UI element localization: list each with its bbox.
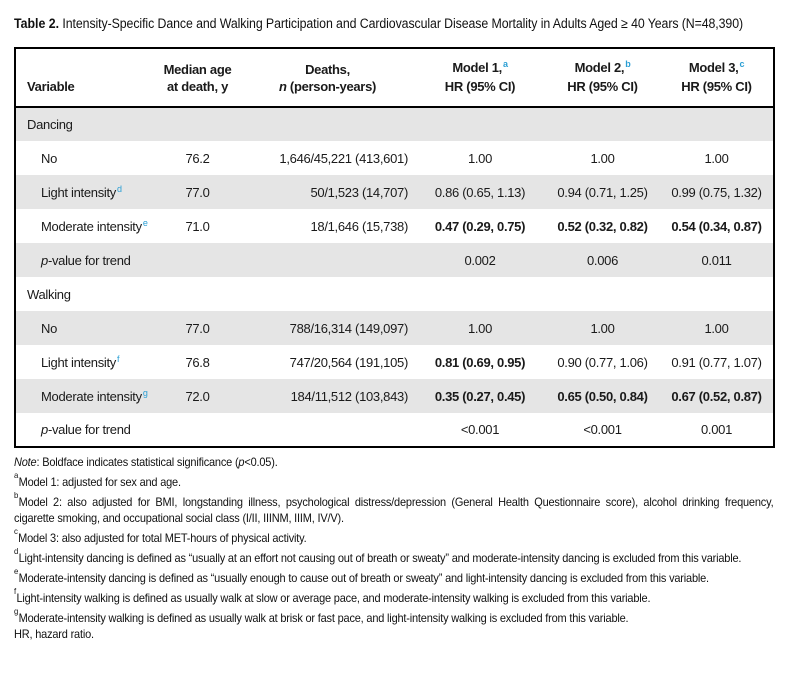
cell-model3-hr: 0.67 (0.52, 0.87): [660, 379, 774, 413]
cell-model2-hr: 1.00: [545, 311, 660, 345]
section-row-dancing: Dancing: [15, 107, 774, 141]
superscript-g: g: [142, 387, 148, 398]
col-header-model1: Model 1,a HR (95% CI): [415, 48, 545, 108]
col-header-model2: Model 2,b HR (95% CI): [545, 48, 660, 108]
cell-model1-hr: 1.00: [467, 150, 493, 166]
cell-model3-hr: 1.00: [660, 311, 774, 345]
footnote-marker-e: e: [14, 565, 19, 576]
cell-model1-hr: 0.81 (0.69, 0.95): [434, 354, 526, 370]
cell-deaths: 184/11,512 (103,843): [240, 379, 415, 413]
footnote-marker-g: g: [14, 605, 19, 616]
table-body: Dancing No 76.2 1,646/45,221 (413,601) 1…: [15, 107, 774, 447]
cell-median-age: 71.0: [185, 218, 210, 234]
cell-variable: No: [15, 311, 155, 345]
cell-model1-hr: 0.47 (0.29, 0.75): [434, 218, 526, 234]
col-header-variable: Variable: [15, 48, 155, 108]
cell-empty: [155, 243, 240, 277]
cell-variable: No: [41, 150, 58, 166]
cell-deaths: 1,646/45,221 (413,601): [279, 150, 408, 166]
col-header-median-age: Median age at death, y: [155, 48, 240, 108]
cell-median-age: 76.2: [185, 150, 210, 166]
cell-model1-pvalue: <0.001: [460, 422, 500, 437]
table-header: Variable Median age at death, y Deaths, n …: [15, 48, 774, 108]
footnote-marker-f: f: [14, 585, 16, 596]
footnote: gModerate-intensity walking is defined a…: [14, 605, 629, 626]
cell-model3-hr: 1.00: [704, 150, 729, 166]
table-caption-text: Intensity-Specific Dance and Walking Par…: [59, 16, 743, 31]
cell-deaths: 788/16,314 (149,097): [240, 311, 415, 345]
cell-variable: Light intensityd: [15, 175, 155, 209]
table-row: Moderate intensitye 71.0 18/1,646 (15,73…: [15, 209, 774, 243]
cell-model1-pvalue: 0.002: [415, 243, 545, 277]
results-table: Variable Median age at death, y Deaths, n …: [14, 47, 775, 448]
cell-empty: [240, 243, 415, 277]
cell-deaths: 50/1,523 (14,707): [240, 175, 415, 209]
cell-model2-pvalue: <0.001: [583, 422, 622, 437]
cell-model2-hr: 0.65 (0.50, 0.84): [545, 379, 660, 413]
footnote-marker-b: b: [14, 489, 19, 500]
footnote: aModel 1: adjusted for sex and age.: [14, 469, 181, 490]
col-header-model3: Model 3,c HR (95% CI): [660, 48, 774, 108]
table-caption-number: Table 2.: [14, 16, 60, 31]
table-row: No 77.0 788/16,314 (149,097) 1.00 1.00 1…: [15, 311, 774, 345]
table-caption: Table 2. Intensity-Specific Dance and Wa…: [14, 14, 773, 34]
section-row-walking: Walking: [15, 277, 774, 311]
table-row: No 76.2 1,646/45,221 (413,601) 1.00 1.00…: [15, 141, 774, 175]
superscript-e: e: [142, 217, 148, 228]
superscript-f: f: [117, 353, 120, 364]
cell-model3-hr: 0.54 (0.34, 0.87): [671, 218, 762, 234]
cell-model3-pvalue: 0.001: [700, 422, 733, 437]
section-label: Walking: [27, 286, 71, 302]
cell-model2-hr: 0.94 (0.71, 1.25): [545, 175, 660, 209]
header-row: Variable Median age at death, y Deaths, n …: [15, 48, 774, 108]
cell-median-age: 77.0: [155, 311, 240, 345]
footnotes-block: Note: Boldface indicates statistical sig…: [14, 454, 774, 642]
cell-model3-hr: 0.99 (0.75, 1.32): [660, 175, 774, 209]
superscript-b: b: [625, 59, 631, 69]
footnote: fLight-intensity walking is defined as u…: [14, 585, 651, 606]
cell-median-age: 77.0: [155, 175, 240, 209]
cell-deaths: 18/1,646 (15,738): [310, 218, 408, 234]
cell-model1-hr: 0.35 (0.27, 0.45): [415, 379, 545, 413]
footnote: dLight-intensity dancing is defined as “…: [14, 545, 742, 566]
cell-variable: Moderate intensityg: [15, 379, 155, 413]
cell-empty: [155, 413, 240, 447]
pvalue-row: p-value for trend <0.001 <0.001 0.001: [15, 413, 774, 447]
footnote: cModel 3: also adjusted for total MET-ho…: [14, 525, 307, 546]
cell-median-age: 72.0: [155, 379, 240, 413]
table-row: Moderate intensityg 72.0 184/11,512 (103…: [15, 379, 774, 413]
cell-empty: [240, 413, 415, 447]
footnote-marker-d: d: [14, 545, 19, 556]
cell-model2-hr: 0.52 (0.32, 0.82): [557, 218, 648, 234]
cell-pvalue-label: p-value for trend: [41, 422, 131, 437]
cell-model1-hr: 0.86 (0.65, 1.13): [415, 175, 545, 209]
footnote-abbreviation: HR, hazard ratio.: [14, 627, 94, 641]
cell-model3-pvalue: 0.011: [660, 243, 774, 277]
footnote-note: Note: Boldface indicates statistical sig…: [14, 455, 278, 469]
footnote: eModerate-intensity dancing is defined a…: [14, 565, 709, 586]
col-header-deaths: Deaths, n (person-years): [240, 48, 415, 108]
superscript-c: c: [739, 59, 745, 69]
cell-pvalue-label: p-value for trend: [15, 243, 155, 277]
cell-model3-hr: 0.91 (0.77, 1.07): [671, 354, 762, 370]
cell-variable: Light intensityf: [41, 353, 120, 370]
superscript-a: a: [502, 59, 508, 69]
pvalue-row: p-value for trend 0.002 0.006 0.011: [15, 243, 774, 277]
table-row: Light intensityf 76.8 747/20,564 (191,10…: [15, 345, 774, 379]
cell-variable: Moderate intensitye: [41, 217, 148, 234]
cell-model2-hr: 0.90 (0.77, 1.06): [557, 354, 648, 370]
cell-model2-pvalue: 0.006: [545, 243, 660, 277]
cell-median-age: 76.8: [185, 354, 210, 370]
superscript-d: d: [117, 183, 122, 194]
section-label: Dancing: [15, 107, 774, 141]
footnote-marker-c: c: [14, 525, 18, 536]
table-row: Light intensityd 77.0 50/1,523 (14,707) …: [15, 175, 774, 209]
cell-model2-hr: 1.00: [590, 150, 615, 166]
cell-model1-hr: 1.00: [415, 311, 545, 345]
footnote-marker-a: a: [14, 469, 19, 480]
footnote: bModel 2: also adjusted for BMI, longsta…: [14, 489, 774, 526]
cell-deaths: 747/20,564 (191,105): [289, 354, 409, 370]
